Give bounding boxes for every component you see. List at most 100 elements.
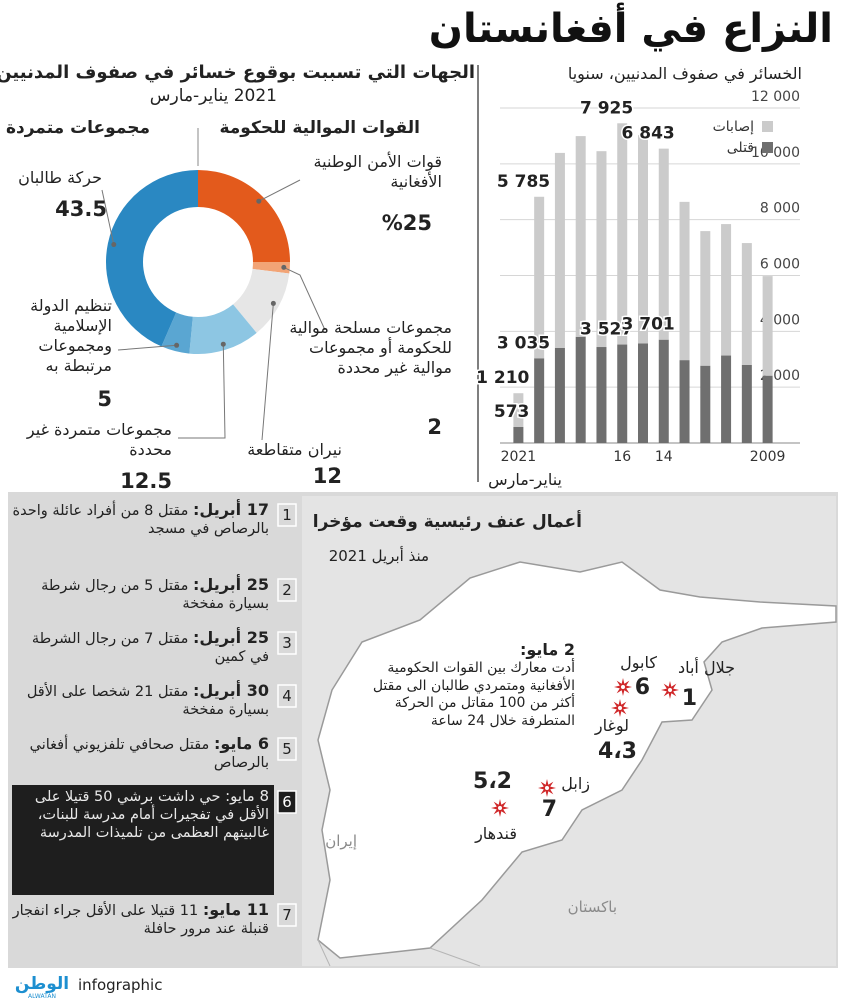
incident-center [668, 688, 672, 692]
event-number-box [277, 737, 297, 761]
group-label: مجموعات متمردة [5, 118, 150, 138]
event-box [12, 732, 274, 782]
event-text: 30 أبريل: مقتل 21 شخصا على الأقل بسيارة … [11, 681, 269, 719]
footer-brand: infographic [78, 976, 162, 994]
place-name: قندهار [475, 824, 517, 843]
event-date: 25 أبريل: [193, 628, 269, 647]
bar-segment [596, 347, 607, 443]
slice-value: 12 [312, 464, 342, 488]
event-text: 11 مايو: 11 قتيلا على الأقل جراء انفجار … [11, 900, 269, 938]
bar-value-label: 573 [494, 402, 530, 422]
place-events: 1 [681, 686, 697, 711]
slice-name: مجموعات متمردة غير محددة [26, 420, 172, 459]
event-number: 3 [282, 634, 292, 652]
bar-value-label: 7 925 [580, 98, 633, 118]
slice-value: 43.5 [55, 197, 107, 221]
event-number-box [277, 503, 297, 527]
slice-name: حركة طالبان [18, 168, 102, 187]
map-title: أعمال عنف رئيسية وقعت مؤخرا [312, 512, 582, 532]
bar-segment [513, 393, 524, 428]
event-text: 6 مايو: مقتل صحافي تلفزيوني أفغاني بالرص… [11, 734, 269, 772]
event-description: مقتل 21 شخصا على الأقل بسيارة مفخخة [26, 684, 269, 719]
bar-segment [638, 134, 648, 344]
afghanistan-map [317, 561, 837, 959]
event-date: 6 مايو: [213, 734, 269, 753]
event-box [12, 626, 274, 676]
event-box [12, 573, 274, 623]
event-date: 25 أبريل: [193, 575, 269, 594]
bar-segment [700, 231, 711, 366]
donut-slice [189, 304, 257, 354]
bar-segment [762, 375, 773, 443]
place-events: 6 [634, 675, 650, 700]
event-box [12, 679, 274, 729]
place-name: لوغار [594, 716, 629, 735]
bar-segment [638, 343, 648, 443]
leader-line [117, 344, 177, 351]
bar-segment [617, 123, 628, 345]
bar-value-label: 3 035 [497, 333, 550, 353]
event-number: 1 [282, 506, 292, 524]
footer-logo: الوطن [15, 974, 69, 994]
y-tick-label: 10 000 [751, 145, 800, 161]
place-events: 5،2 [473, 769, 512, 794]
main-title: النزاع في أفغانستان [428, 6, 833, 52]
event-date: 8 مايو: [225, 787, 269, 805]
bar-value-label: 6 843 [622, 124, 675, 144]
leader-dot [256, 198, 262, 204]
bar-value-label: 1 210 [476, 368, 529, 388]
event-box [12, 498, 274, 570]
event-text: 17 أبريل: مقتل 8 من أفراد عائلة واحدة با… [11, 500, 269, 538]
leader-dot [174, 342, 180, 348]
event-number-box [277, 631, 297, 655]
annotation-date: 2 مايو: [519, 640, 575, 659]
bar-segment [700, 365, 711, 443]
leader-dot [220, 341, 226, 347]
donut-slice [252, 262, 290, 274]
bar-segment [721, 224, 732, 356]
bar-value-label: 3 527 [580, 320, 633, 340]
legend-label: إصابات [713, 119, 754, 135]
group-label: القوات الموالية للحكومة [219, 118, 420, 138]
event-number: 6 [282, 793, 292, 811]
event-number-box [277, 684, 297, 708]
incident-center [621, 685, 625, 689]
event-date: 30 أبريل: [193, 681, 269, 700]
bar-segment [513, 427, 524, 443]
bar-segment [762, 276, 773, 376]
leader-line [258, 179, 301, 202]
event-text: 25 أبريل: مقتل 5 من رجال شرطة بسيارة مفخ… [11, 575, 269, 613]
legend-swatch [762, 121, 773, 132]
donut-slice [161, 312, 193, 354]
bar-segment [534, 196, 545, 359]
leader-dot [111, 242, 117, 248]
bar-value-label: 3 701 [622, 315, 675, 335]
event-number-box [277, 790, 297, 814]
map-subtitle: منذ أبريل 2021 [328, 547, 429, 565]
slice-name: قوات الأمن الوطنية الأفغانية [313, 152, 442, 191]
event-number: 7 [282, 906, 292, 924]
event-description: مقتل 8 من أفراد عائلة واحدة بالرصاص في م… [12, 503, 269, 538]
slice-value: 12.5 [120, 469, 172, 493]
slice-value: 2 [427, 415, 442, 439]
bar-segment [679, 360, 690, 443]
legend-label: قتلى [727, 140, 754, 156]
bar-segment [721, 355, 732, 443]
place-name: كابول [620, 653, 657, 672]
chart-subtitle: 2021 يناير-مارس [149, 86, 277, 106]
country-label: باكستان [567, 898, 617, 916]
leader-line [283, 266, 326, 331]
event-date: 11 مايو: [202, 900, 269, 919]
annotation-text: أدت معارك بين القوات الحكومية الأفغانية … [372, 660, 575, 729]
event-number-box [277, 903, 297, 927]
footer-logo-latin: ALWATAN [28, 993, 56, 1000]
y-tick-label: 6 000 [760, 257, 800, 273]
x-tick-label: 14 [655, 449, 673, 465]
donut-slice [106, 170, 198, 347]
event-text: 8 مايو: حي داشت برشي 50 قتيلا على الأقل … [11, 787, 269, 842]
slice-name: تنظيم الدولة الإسلامية ومجموعات مرتبطة ب… [30, 296, 112, 375]
bar-segment [658, 339, 669, 443]
slice-value: %25 [381, 211, 432, 235]
leader-line [261, 303, 274, 441]
